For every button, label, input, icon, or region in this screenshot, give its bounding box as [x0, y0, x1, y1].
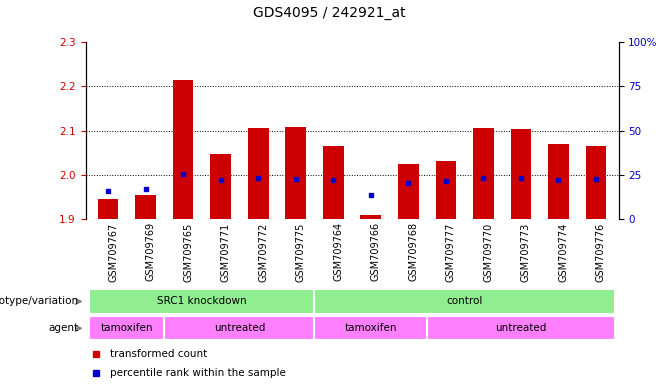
Text: GSM709770: GSM709770 — [484, 222, 494, 281]
Text: GSM709773: GSM709773 — [521, 222, 531, 281]
Text: GSM709765: GSM709765 — [183, 222, 193, 281]
Text: GSM709764: GSM709764 — [333, 222, 343, 281]
Bar — [211, 154, 231, 219]
Bar — [98, 199, 118, 219]
Bar — [286, 127, 306, 219]
Bar — [398, 164, 418, 219]
Bar — [361, 215, 381, 219]
Bar — [89, 316, 164, 341]
Text: GSM709776: GSM709776 — [596, 222, 606, 281]
Text: GSM709768: GSM709768 — [409, 222, 418, 281]
Bar — [427, 316, 615, 341]
Text: SRC1 knockdown: SRC1 knockdown — [157, 296, 247, 306]
Text: GSM709774: GSM709774 — [559, 222, 569, 281]
Text: untreated: untreated — [214, 323, 265, 333]
Text: tamoxifen: tamoxifen — [345, 323, 397, 333]
Text: GSM709775: GSM709775 — [295, 222, 306, 282]
Bar — [136, 195, 156, 219]
Text: untreated: untreated — [495, 323, 547, 333]
Text: GDS4095 / 242921_at: GDS4095 / 242921_at — [253, 6, 405, 20]
Text: GSM709766: GSM709766 — [371, 222, 381, 281]
Text: percentile rank within the sample: percentile rank within the sample — [109, 368, 286, 378]
Bar — [89, 290, 315, 313]
Text: tamoxifen: tamoxifen — [101, 323, 153, 333]
Bar — [315, 290, 615, 313]
Text: agent: agent — [49, 323, 79, 333]
Bar — [315, 316, 427, 341]
Text: GSM709772: GSM709772 — [258, 222, 268, 282]
Text: GSM709771: GSM709771 — [220, 222, 231, 281]
Bar — [473, 128, 494, 219]
Bar — [511, 129, 531, 219]
Bar — [173, 80, 193, 219]
Text: GSM709769: GSM709769 — [145, 222, 155, 281]
Text: transformed count: transformed count — [109, 349, 207, 359]
Bar — [436, 162, 456, 219]
Text: GSM709777: GSM709777 — [446, 222, 456, 282]
Text: GSM709767: GSM709767 — [108, 222, 118, 281]
Text: control: control — [446, 296, 483, 306]
Bar — [586, 146, 606, 219]
Bar — [548, 144, 569, 219]
Bar — [164, 316, 315, 341]
Bar — [248, 128, 268, 219]
Text: genotype/variation: genotype/variation — [0, 296, 79, 306]
Bar — [323, 146, 343, 219]
